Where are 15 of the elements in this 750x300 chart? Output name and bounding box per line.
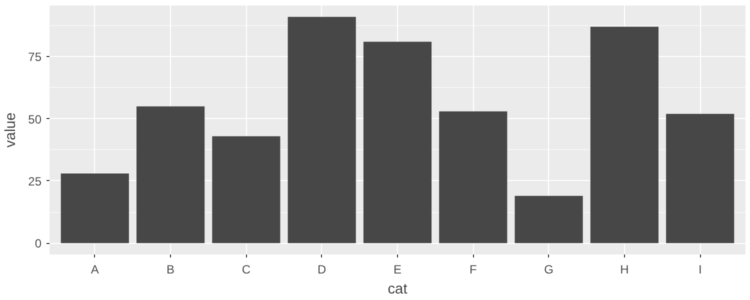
y-axis-title: value bbox=[3, 112, 20, 148]
x-tick-label: A bbox=[90, 262, 99, 276]
y-tick-label: 0 bbox=[34, 236, 42, 251]
x-tick-label: I bbox=[698, 262, 702, 276]
x-tick-label: B bbox=[166, 262, 175, 276]
x-tick-label: F bbox=[469, 262, 477, 276]
x-tick-label: E bbox=[394, 262, 402, 276]
y-tick-label: 50 bbox=[28, 112, 42, 126]
x-tick-label: G bbox=[544, 262, 554, 276]
x-axis-title: cat bbox=[388, 282, 408, 298]
y-tick-label: 25 bbox=[28, 174, 42, 188]
y-tick-label: 75 bbox=[28, 50, 42, 64]
x-tick-label: C bbox=[242, 262, 251, 276]
x-tick-label: D bbox=[318, 262, 327, 276]
x-tick-label: H bbox=[620, 262, 629, 276]
